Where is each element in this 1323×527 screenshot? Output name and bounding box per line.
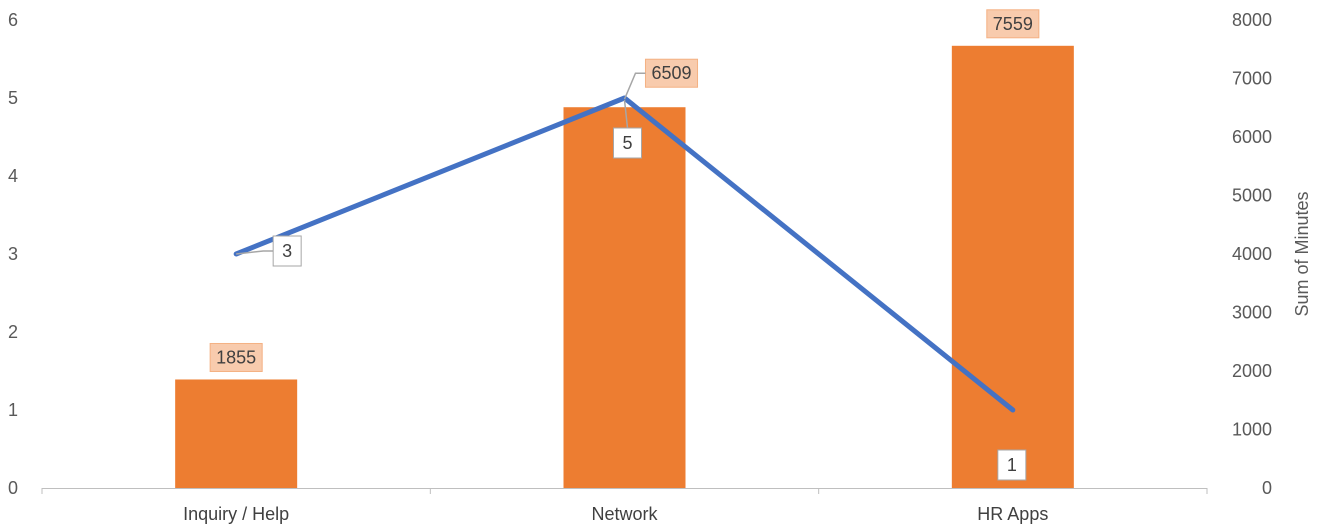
line-data-label: 1 bbox=[997, 449, 1027, 481]
left-axis-tick-label: 6 bbox=[8, 10, 18, 30]
line-data-label-box bbox=[272, 235, 302, 267]
bar bbox=[563, 107, 686, 488]
left-axis-tick-label: 1 bbox=[8, 400, 18, 420]
right-axis-tick-label: 7000 bbox=[1232, 69, 1272, 89]
left-axis-tick-label: 3 bbox=[8, 244, 18, 264]
bar-data-label: 7559 bbox=[986, 9, 1040, 39]
right-axis-tick-label: 5000 bbox=[1232, 186, 1272, 206]
bar bbox=[175, 379, 298, 488]
right-axis-tick-label: 4000 bbox=[1232, 244, 1272, 264]
right-axis-tick-label: 8000 bbox=[1232, 10, 1272, 30]
bar-data-label-box bbox=[644, 58, 699, 88]
bar-label-leader-line bbox=[623, 72, 646, 100]
x-axis-ticks bbox=[41, 488, 1208, 494]
category-label: Network bbox=[591, 504, 658, 524]
line-data-label-box bbox=[997, 449, 1027, 481]
bar-data-label-text: 7559 bbox=[993, 14, 1033, 34]
right-axis-title: Sum of Minutes bbox=[1292, 191, 1312, 316]
right-axis-tick-label: 3000 bbox=[1232, 303, 1272, 323]
bar-data-labels: 1855 6509 7559 bbox=[209, 9, 1040, 372]
category-labels: Inquiry / Help Network HR Apps bbox=[183, 504, 1048, 524]
right-axis-tick-label: 2000 bbox=[1232, 361, 1272, 381]
category-label: Inquiry / Help bbox=[183, 504, 289, 524]
bar-series bbox=[175, 45, 1074, 489]
left-axis-tick-label: 4 bbox=[8, 166, 18, 186]
left-axis-tick-label: 5 bbox=[8, 88, 18, 108]
line-label-leader-line bbox=[236, 250, 274, 255]
right-axis-tick-label: 6000 bbox=[1232, 127, 1272, 147]
bar-data-label: 1855 bbox=[209, 342, 263, 372]
line-data-label-text: 3 bbox=[282, 241, 292, 261]
category-label: HR Apps bbox=[977, 504, 1048, 524]
right-axis: 0 1000 2000 3000 4000 5000 6000 7000 8000 bbox=[1232, 10, 1272, 498]
line-data-label-text: 1 bbox=[1007, 455, 1017, 475]
right-axis-tick-label: 0 bbox=[1262, 478, 1272, 498]
bar-data-label: 6509 bbox=[623, 58, 699, 100]
bar-data-label-text: 1855 bbox=[216, 347, 256, 367]
line-label-leader-line bbox=[623, 99, 629, 129]
line-data-label-text: 5 bbox=[622, 133, 632, 153]
line-data-labels: 3 5 1 bbox=[236, 99, 1027, 481]
bar-data-label-box bbox=[986, 9, 1040, 39]
line-data-label: 3 bbox=[236, 235, 302, 267]
bar-data-label-text: 6509 bbox=[651, 63, 691, 83]
bar-data-label-box bbox=[209, 342, 263, 372]
bar bbox=[951, 45, 1074, 489]
left-axis-tick-label: 0 bbox=[8, 478, 18, 498]
left-axis: 0 1 2 3 4 5 6 bbox=[8, 10, 18, 498]
line-data-label: 5 bbox=[613, 99, 642, 159]
line-data-label-box bbox=[613, 127, 642, 159]
left-axis-tick-label: 2 bbox=[8, 322, 18, 342]
right-axis-tick-label: 1000 bbox=[1232, 420, 1272, 440]
